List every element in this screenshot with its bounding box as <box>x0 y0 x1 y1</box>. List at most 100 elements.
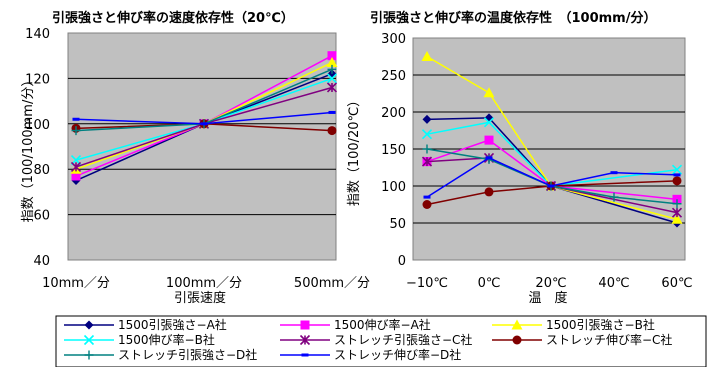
legend-items: 1500引張強さ−A社 1500伸び率−A社 1500引張強さ−B社 1500伸び率−… <box>64 317 672 362</box>
chart-speed-x-label: 引張速度 <box>174 290 226 306</box>
data-point <box>200 122 208 126</box>
series-8 <box>423 156 681 199</box>
legend-label: ストレッチ引張強さ−D社 <box>118 347 257 362</box>
legend-label: ストレッチ伸び率−D社 <box>334 347 461 362</box>
chart-speed: 引張強さと伸び率の速度依存性（20℃） 40 60 80 100 120 140 10mm… <box>21 10 370 306</box>
chart-temperature-x-ticks: −10℃ 0℃ 20℃ 40℃ 60℃ <box>406 276 693 291</box>
data-point <box>72 117 80 121</box>
y-tick-label: 140 <box>25 27 50 42</box>
data-point <box>672 199 682 209</box>
legend-box <box>55 315 707 367</box>
y-tick-label: 0 <box>398 254 406 269</box>
chart-temperature-series <box>421 51 683 228</box>
legend-item: ストレッチ伸び率−D社 <box>280 347 461 362</box>
legend-item: ストレッチ伸び率−C社 <box>492 332 672 347</box>
y-tick-label: 100 <box>381 180 406 195</box>
chart-speed-y-label: 指数（100/100mm/分） <box>21 74 36 223</box>
legend-item: ストレッチ引張強さ−D社 <box>64 347 257 362</box>
y-tick-label: 100 <box>25 118 50 133</box>
x-tick-label: 60℃ <box>661 276 692 291</box>
data-point <box>327 64 337 74</box>
legend-item: 1500伸び率−A社 <box>280 317 431 332</box>
chart-speed-plot-area <box>67 32 337 261</box>
y-tick-label: 50 <box>389 217 406 232</box>
legend-label: 1500引張強さ−B社 <box>546 317 655 332</box>
data-point <box>421 129 433 140</box>
legend-label: 1500伸び率−B社 <box>118 332 215 347</box>
data-point <box>71 126 81 136</box>
data-point <box>326 57 338 68</box>
series-line <box>426 117 678 224</box>
x-tick-label: 20℃ <box>535 276 566 291</box>
data-point <box>70 161 82 172</box>
data-point <box>422 144 432 154</box>
chart-speed-series <box>70 51 338 186</box>
series-line <box>426 180 678 206</box>
data-point <box>671 207 683 218</box>
chart-temperature-y-label: 指数（100/20℃） <box>347 94 362 206</box>
data-point <box>609 192 619 202</box>
data-point <box>485 156 493 160</box>
data-point <box>671 213 683 224</box>
data-point <box>327 51 337 61</box>
legend-label: 1500伸び率−A社 <box>334 317 431 332</box>
legend-marker <box>301 353 309 357</box>
data-point <box>673 173 681 177</box>
x-tick-label: 0℃ <box>478 276 501 291</box>
chart-temperature-y-ticks: 0 50 100 150 200 250 300 <box>381 32 406 269</box>
chart-speed-x-ticks: 10mm／分 100mm／分 500mm／分 <box>42 276 370 291</box>
chart-temperature: 引張強さと伸び率の温度依存性 （100mm/分） 0 50 100 150 200 250… <box>347 10 693 306</box>
series-line <box>426 55 678 221</box>
chart-temperature-title: 引張強さと伸び率の温度依存性 （100mm/分） <box>370 10 656 26</box>
x-tick-label: 10mm／分 <box>42 276 110 291</box>
y-tick-label: 200 <box>381 106 406 121</box>
y-tick-label: 80 <box>33 163 50 178</box>
data-point <box>547 184 555 188</box>
legend-label: ストレッチ伸び率−C社 <box>546 332 672 347</box>
legend-item: 1500引張強さ−A社 <box>64 317 227 332</box>
y-tick-label: 150 <box>381 143 406 158</box>
legend-label: 1500引張強さ−A社 <box>118 317 227 332</box>
data-point <box>672 176 682 186</box>
data-point <box>484 135 494 145</box>
legend: 1500引張強さ−A社 1500伸び率−A社 1500引張強さ−B社 1500伸び率−… <box>55 315 707 367</box>
data-point <box>326 82 338 93</box>
legend-item: ストレッチ引張強さ−C社 <box>280 332 472 347</box>
data-point <box>421 156 433 167</box>
legend-item: 1500引張強さ−B社 <box>492 317 655 332</box>
legend-item: 1500伸び率−B社 <box>64 332 215 347</box>
legend-label: ストレッチ引張強さ−C社 <box>334 332 472 347</box>
legend-marker <box>511 319 523 330</box>
y-tick-label: 250 <box>381 69 406 84</box>
data-point <box>671 164 683 175</box>
series-8 <box>72 110 336 126</box>
y-tick-label: 300 <box>381 32 406 47</box>
legend-marker <box>84 320 94 330</box>
data-point <box>326 73 338 84</box>
data-point <box>483 117 495 128</box>
y-tick-label: 40 <box>33 254 50 269</box>
data-point <box>422 114 432 124</box>
legend-marker <box>512 335 522 345</box>
legend-marker <box>83 334 95 346</box>
chart-speed-title: 引張強さと伸び率の速度依存性（20℃） <box>52 10 294 26</box>
data-point <box>421 51 433 61</box>
chart-speed-y-ticks: 40 60 80 100 120 140 <box>25 27 50 269</box>
data-point <box>71 171 81 181</box>
x-tick-label: 100mm／分 <box>166 276 242 291</box>
series-line <box>426 121 678 187</box>
y-tick-label: 120 <box>25 72 50 87</box>
data-point <box>423 195 431 199</box>
data-point <box>483 87 495 98</box>
data-point <box>328 110 336 114</box>
y-tick-label: 60 <box>33 209 50 224</box>
x-tick-label: 500mm／分 <box>294 276 370 291</box>
data-point <box>610 171 618 175</box>
chart-temperature-x-label: 温 度 <box>528 290 567 306</box>
legend-marker <box>299 334 311 346</box>
data-point <box>484 187 494 197</box>
data-point <box>327 126 337 136</box>
x-tick-label: −10℃ <box>406 276 448 291</box>
legend-marker <box>84 350 94 360</box>
